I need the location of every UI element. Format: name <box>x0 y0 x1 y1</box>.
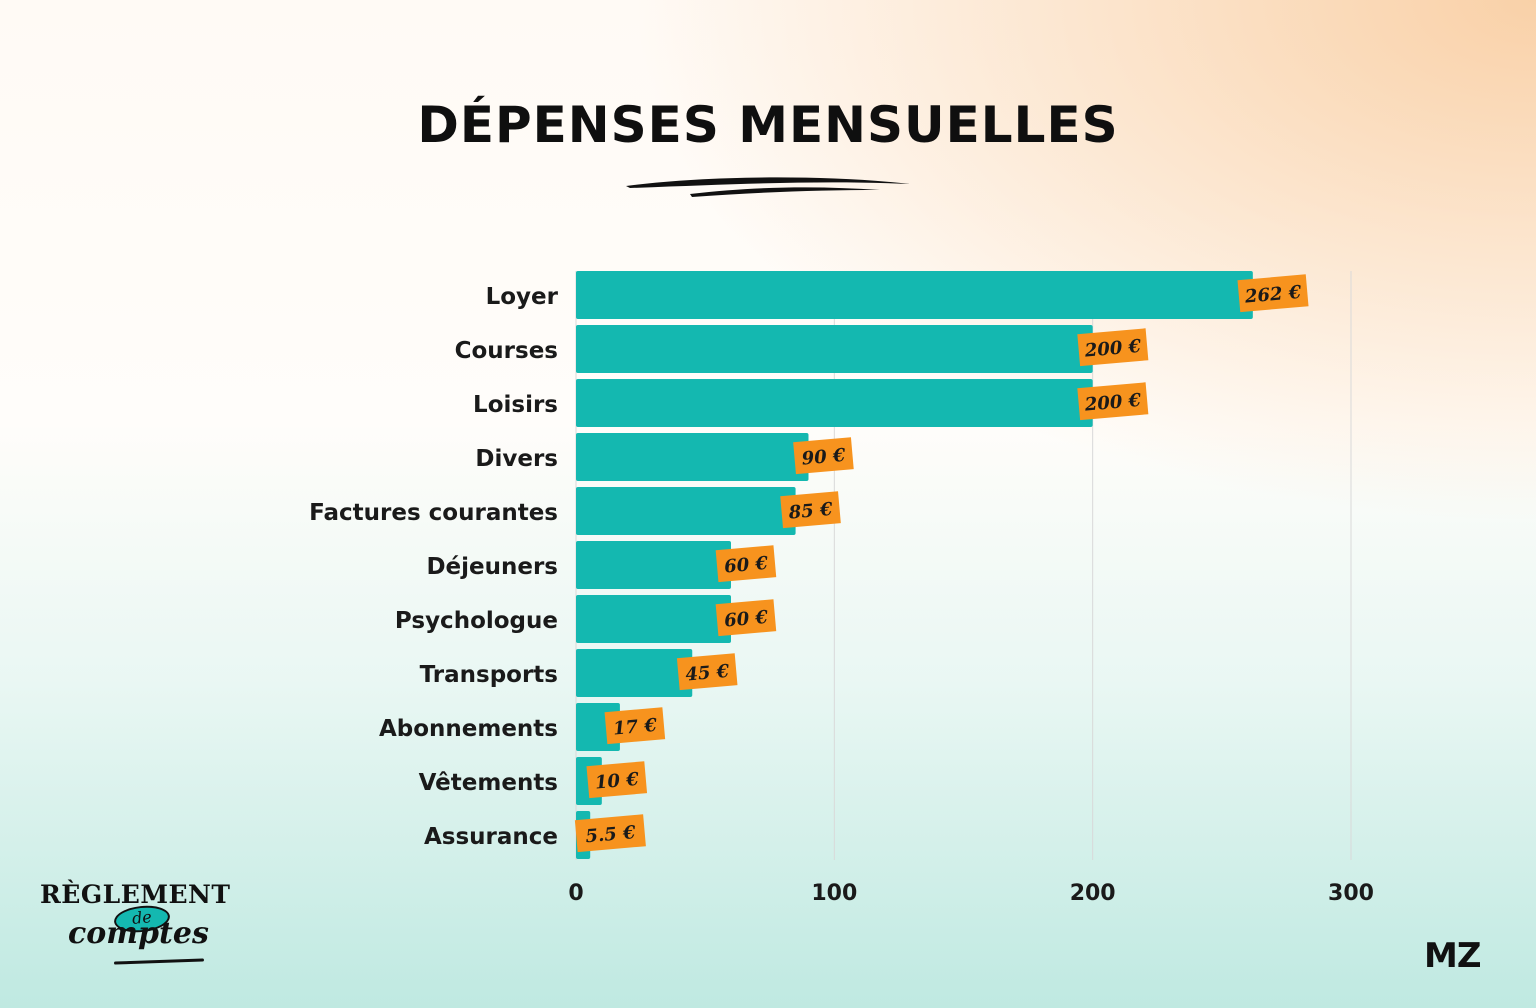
x-axis-ticks: 0 100 200 300 <box>568 881 1374 906</box>
value-label: 262 € <box>1243 282 1302 308</box>
value-badge-bg <box>586 761 648 799</box>
logo-underline <box>113 958 205 965</box>
chart-title: DÉPENSES MENSUELLES <box>417 96 1119 154</box>
category-label: Courses <box>455 338 558 364</box>
bar-6 <box>576 595 731 643</box>
bars <box>576 271 1253 859</box>
category-label: Factures courantes <box>309 500 558 526</box>
category-label: Transports <box>420 662 558 688</box>
category-label: Abonnements <box>379 716 558 742</box>
value-labels: 262 € 200 € 200 € 90 € 85 € 60 € 60 € 45 € 17 € 1… <box>574 274 1309 853</box>
value-badge-bg <box>574 814 646 853</box>
x-tick-label: 100 <box>811 881 857 906</box>
x-tick-label: 200 <box>1070 881 1116 906</box>
bar-3 <box>576 433 809 481</box>
value-badge-bg <box>604 707 666 745</box>
bar-0 <box>576 271 1253 319</box>
bar-7 <box>576 649 693 697</box>
value-badge: 200 € <box>1077 328 1149 367</box>
value-badge: 10 € <box>586 761 648 799</box>
value-badge: 17 € <box>604 707 666 745</box>
bar-1 <box>576 325 1093 373</box>
category-label: Déjeuners <box>426 554 558 580</box>
title-underline-brush <box>626 177 910 197</box>
value-label: 200 € <box>1083 390 1142 416</box>
value-badge: 45 € <box>676 653 738 691</box>
category-label: Loisirs <box>473 392 558 418</box>
category-label: Assurance <box>424 824 558 850</box>
category-label: Psychologue <box>395 608 558 634</box>
category-label: Divers <box>475 446 558 472</box>
value-badge-bg <box>715 599 777 637</box>
x-tick-label: 0 <box>568 881 583 906</box>
bar-5 <box>576 541 731 589</box>
category-label: Vêtements <box>419 770 558 796</box>
value-badge-bg <box>676 653 738 691</box>
value-badge-bg <box>780 491 841 529</box>
value-badge: 85 € <box>780 491 841 529</box>
value-label: 60 € <box>723 553 769 578</box>
bar-4 <box>576 487 796 535</box>
value-badge: 60 € <box>715 545 777 583</box>
value-label: 10 € <box>594 769 640 794</box>
value-label: 90 € <box>801 445 847 470</box>
value-badge-bg <box>1077 328 1149 367</box>
category-label: Loyer <box>486 284 559 310</box>
value-label: 200 € <box>1083 336 1142 362</box>
reglement-de-comptes-logo: RÈGLEMENT de comptes <box>40 880 240 970</box>
category-labels: Loyer Courses Loisirs Divers Factures couran… <box>309 284 559 850</box>
logo-text-comptes: comptes <box>68 916 209 951</box>
value-badge: 5.5 € <box>574 814 646 853</box>
value-badge-bg <box>1237 274 1309 313</box>
value-badge-bg <box>793 437 854 475</box>
bar-2 <box>576 379 1093 427</box>
value-label: 60 € <box>723 607 769 632</box>
logo-text-reglement: RÈGLEMENT <box>40 880 231 909</box>
x-tick-label: 300 <box>1328 881 1374 906</box>
value-label: 5.5 € <box>585 822 637 847</box>
value-label: 45 € <box>685 661 731 686</box>
value-badge: 200 € <box>1077 382 1149 421</box>
value-badge: 262 € <box>1237 274 1309 313</box>
value-badge: 90 € <box>793 437 854 475</box>
value-label: 85 € <box>787 499 834 524</box>
value-badge-bg <box>715 545 777 583</box>
value-badge: 60 € <box>715 599 777 637</box>
value-badge-bg <box>1077 382 1149 421</box>
value-label: 17 € <box>612 715 658 740</box>
mz-logo: MZ <box>1424 936 1481 976</box>
